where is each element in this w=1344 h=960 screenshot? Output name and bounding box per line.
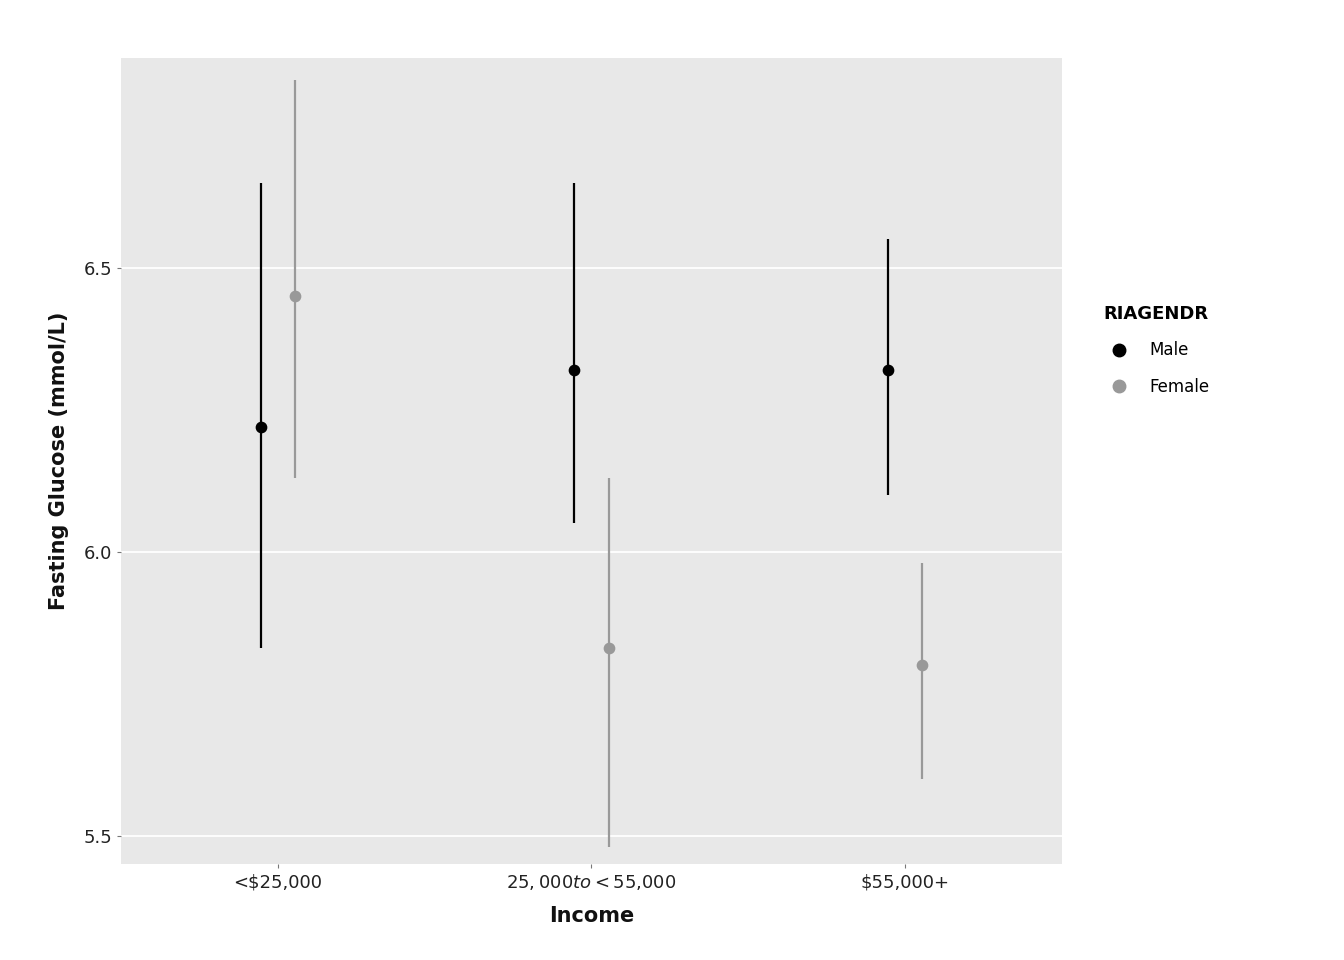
Point	[911, 658, 933, 673]
Point	[284, 288, 305, 303]
Point	[563, 362, 585, 377]
Point	[598, 640, 620, 656]
Point	[876, 362, 898, 377]
Y-axis label: Fasting Glucose (mmol/L): Fasting Glucose (mmol/L)	[50, 312, 70, 610]
X-axis label: Income: Income	[548, 906, 634, 925]
Legend: Male, Female: Male, Female	[1089, 292, 1222, 409]
Point	[250, 420, 271, 435]
